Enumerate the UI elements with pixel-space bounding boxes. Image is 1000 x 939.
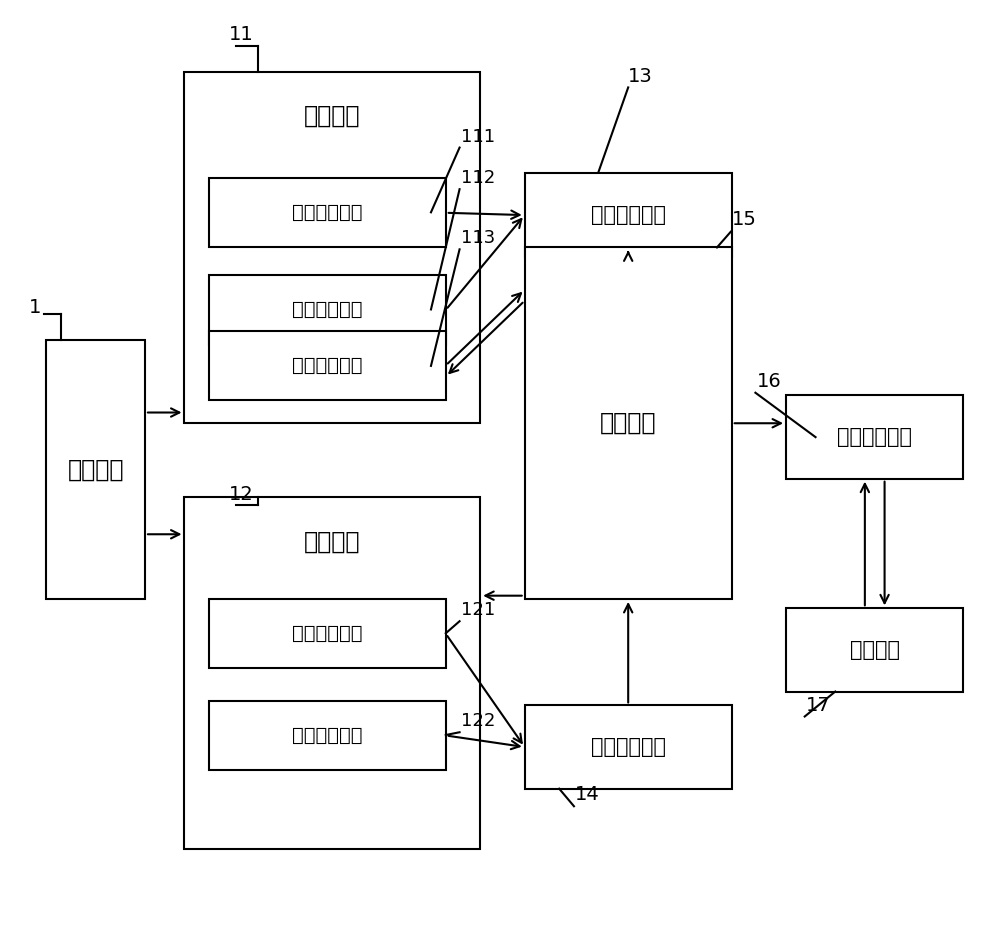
- Text: 111: 111: [461, 128, 495, 146]
- Bar: [209, 599, 446, 669]
- Bar: [46, 340, 145, 599]
- Text: 12: 12: [229, 485, 254, 503]
- Text: 122: 122: [461, 713, 495, 731]
- Bar: [209, 331, 446, 400]
- Text: 15: 15: [732, 210, 757, 229]
- Bar: [209, 700, 446, 770]
- Text: 图像识别单元: 图像识别单元: [292, 356, 363, 375]
- Bar: [786, 395, 963, 479]
- Bar: [209, 275, 446, 345]
- Text: 113: 113: [461, 229, 495, 248]
- Text: 电量管理单元: 电量管理单元: [292, 624, 363, 643]
- Text: 监测模块: 监测模块: [304, 104, 361, 128]
- Bar: [525, 174, 732, 256]
- Text: 112: 112: [461, 169, 495, 188]
- Text: 事件报警模块: 事件报警模块: [591, 205, 666, 225]
- Text: 自检模块: 自检模块: [304, 530, 361, 554]
- Bar: [184, 71, 480, 423]
- Text: 11: 11: [229, 25, 254, 44]
- Text: 无线通讯模块: 无线通讯模块: [837, 427, 912, 447]
- Text: 16: 16: [756, 372, 781, 391]
- Text: 终端模块: 终端模块: [850, 639, 900, 660]
- Bar: [209, 178, 446, 248]
- Text: 图像储存单元: 图像储存单元: [292, 300, 363, 319]
- Bar: [184, 498, 480, 849]
- Text: 1: 1: [29, 298, 41, 316]
- Text: 121: 121: [461, 601, 495, 620]
- Text: 17: 17: [806, 696, 830, 715]
- Bar: [525, 248, 732, 599]
- Bar: [525, 705, 732, 789]
- Text: 能源模块: 能源模块: [67, 457, 124, 482]
- Text: 13: 13: [628, 67, 653, 85]
- Text: 设备报警模块: 设备报警模块: [591, 737, 666, 757]
- Bar: [786, 608, 963, 691]
- Text: 控制模块: 控制模块: [600, 411, 656, 436]
- Text: 设备自检单元: 设备自检单元: [292, 726, 363, 745]
- Text: 图像采集单元: 图像采集单元: [292, 203, 363, 223]
- Text: 14: 14: [575, 785, 600, 805]
